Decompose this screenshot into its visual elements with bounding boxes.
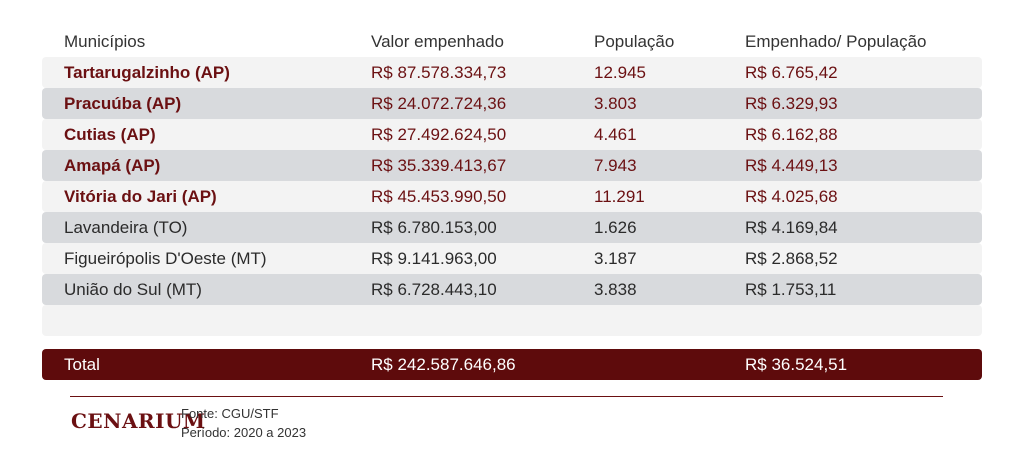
total-label: Total — [64, 355, 100, 374]
data-table: Municípios Valor empenhado População Emp… — [42, 26, 982, 380]
cell-per-capita: R$ 2.868,52 — [745, 249, 838, 268]
cell-valor: R$ 24.072.724,36 — [371, 94, 507, 113]
table-row: Vitória do Jari (AP) R$ 45.453.990,50 11… — [42, 181, 982, 212]
table-row: Cutias (AP) R$ 27.492.624,50 4.461 R$ 6.… — [42, 119, 982, 150]
cell-populacao: 12.945 — [594, 63, 646, 82]
table-row: Figueirópolis D'Oeste (MT) R$ 9.141.963,… — [42, 243, 982, 274]
total-valor: R$ 242.587.646,86 — [371, 355, 516, 374]
cell-valor: R$ 6.728.443,10 — [371, 280, 497, 299]
source-text: Fonte: CGU/STF — [181, 406, 279, 421]
table-row: Pracuúba (AP) R$ 24.072.724,36 3.803 R$ … — [42, 88, 982, 119]
cell-valor: R$ 6.780.153,00 — [371, 218, 497, 237]
cell-municipio: Pracuúba (AP) — [64, 94, 182, 113]
cell-populacao: 3.803 — [594, 94, 637, 113]
cell-valor: R$ 27.492.624,50 — [371, 125, 507, 144]
cell-populacao: 3.187 — [594, 249, 637, 268]
brand-logo: Cenarium — [71, 408, 206, 434]
cell-valor: R$ 9.141.963,00 — [371, 249, 497, 268]
table-row: Amapá (AP) R$ 35.339.413,67 7.943 R$ 4.4… — [42, 150, 982, 181]
total-per-capita: R$ 36.524,51 — [745, 355, 848, 374]
cell-per-capita: R$ 6.329,93 — [745, 94, 838, 113]
cell-per-capita: R$ 4.449,13 — [745, 156, 838, 175]
header-valor: Valor empenhado — [371, 32, 504, 51]
cell-valor: R$ 87.578.334,73 — [371, 63, 507, 82]
cell-per-capita: R$ 4.169,84 — [745, 218, 838, 237]
cell-per-capita: R$ 6.162,88 — [745, 125, 838, 144]
cell-municipio: Figueirópolis D'Oeste (MT) — [64, 249, 267, 268]
table-header: Municípios Valor empenhado População Emp… — [42, 26, 982, 57]
cell-per-capita: R$ 6.765,42 — [745, 63, 838, 82]
cell-municipio: Cutias (AP) — [64, 125, 156, 144]
brand-logo-text: Cenarium — [71, 409, 206, 433]
table-row: Tartarugalzinho (AP) R$ 87.578.334,73 12… — [42, 57, 982, 88]
header-municipios: Municípios — [64, 32, 146, 51]
cell-valor: R$ 45.453.990,50 — [371, 187, 507, 206]
period-text: Período: 2020 a 2023 — [181, 425, 307, 440]
cell-populacao: 11.291 — [594, 187, 645, 206]
cell-valor: R$ 35.339.413,67 — [371, 156, 507, 175]
cell-populacao: 7.943 — [594, 156, 637, 175]
cell-populacao: 4.461 — [594, 125, 637, 144]
cell-populacao: 3.838 — [594, 280, 637, 299]
footer-divider — [70, 396, 943, 397]
header-per-capita: Empenhado/ População — [745, 32, 927, 51]
total-row: Total R$ 242.587.646,86 R$ 36.524,51 — [42, 349, 982, 380]
table-row: União do Sul (MT) R$ 6.728.443,10 3.838 … — [42, 274, 982, 305]
table-row: Lavandeira (TO) R$ 6.780.153,00 1.626 R$… — [42, 212, 982, 243]
cell-per-capita: R$ 1.753,11 — [745, 280, 837, 299]
cell-populacao: 1.626 — [594, 218, 637, 237]
cell-municipio: União do Sul (MT) — [64, 280, 202, 299]
cell-municipio: Tartarugalzinho (AP) — [64, 63, 230, 82]
blank-row — [42, 305, 982, 336]
cell-municipio: Amapá (AP) — [64, 156, 161, 175]
cell-municipio: Lavandeira (TO) — [64, 218, 188, 237]
cell-per-capita: R$ 4.025,68 — [745, 187, 838, 206]
cell-municipio: Vitória do Jari (AP) — [64, 187, 217, 206]
header-populacao: População — [594, 32, 675, 51]
footer-credits: Fonte: CGU/STF Período: 2020 a 2023 — [181, 404, 306, 442]
